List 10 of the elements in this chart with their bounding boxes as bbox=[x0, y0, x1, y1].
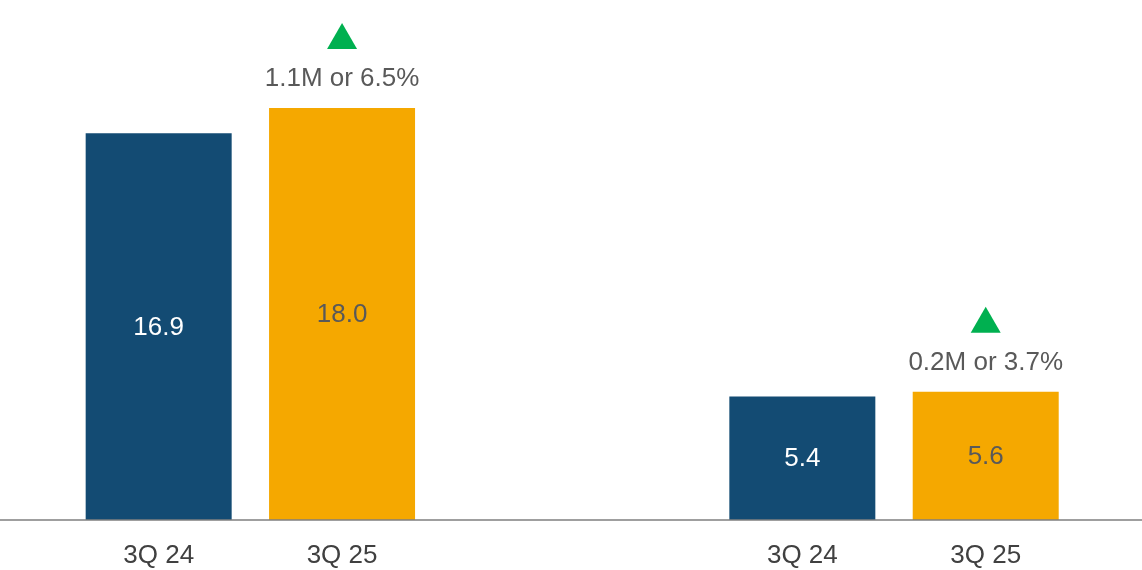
x-tick-label: 3Q 25 bbox=[950, 539, 1022, 569]
data-label: 5.6 bbox=[967, 439, 1004, 470]
x-tick-label: 3Q 25 bbox=[306, 539, 378, 569]
data-label: 16.9 bbox=[133, 310, 184, 341]
text: 1.1M or 6.5% bbox=[264, 61, 420, 92]
x-tick-label: 3Q 24 bbox=[123, 539, 195, 569]
x-tick-label: 3Q 24 bbox=[766, 539, 838, 569]
data-label: 18.0 bbox=[316, 297, 368, 328]
annotation: 0.2M or 3.7% bbox=[908, 345, 1064, 376]
data-label: 5.4 bbox=[784, 442, 821, 473]
